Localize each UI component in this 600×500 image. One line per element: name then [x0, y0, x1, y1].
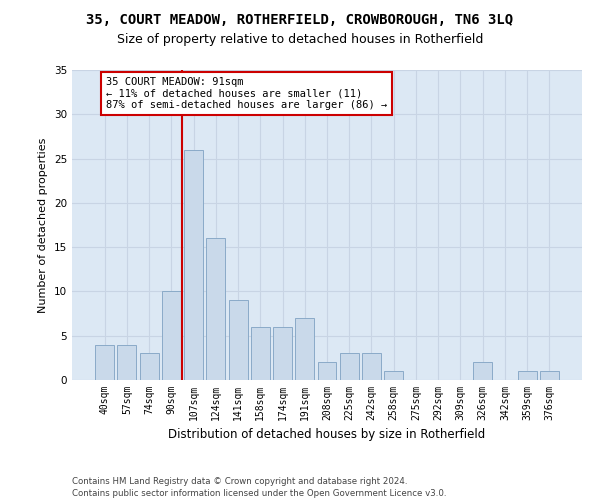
Text: Contains HM Land Registry data © Crown copyright and database right 2024.: Contains HM Land Registry data © Crown c… — [72, 478, 407, 486]
Bar — [362, 354, 381, 380]
Bar — [184, 150, 203, 380]
Bar — [295, 318, 314, 380]
Bar — [162, 292, 181, 380]
Text: Contains public sector information licensed under the Open Government Licence v3: Contains public sector information licen… — [72, 489, 446, 498]
Text: Size of property relative to detached houses in Rotherfield: Size of property relative to detached ho… — [117, 32, 483, 46]
Y-axis label: Number of detached properties: Number of detached properties — [38, 138, 49, 312]
Bar — [229, 300, 248, 380]
Bar — [140, 354, 158, 380]
Bar — [95, 344, 114, 380]
Bar — [317, 362, 337, 380]
Bar — [273, 327, 292, 380]
Bar — [518, 371, 536, 380]
Bar — [540, 371, 559, 380]
X-axis label: Distribution of detached houses by size in Rotherfield: Distribution of detached houses by size … — [169, 428, 485, 442]
Text: 35 COURT MEADOW: 91sqm
← 11% of detached houses are smaller (11)
87% of semi-det: 35 COURT MEADOW: 91sqm ← 11% of detached… — [106, 77, 387, 110]
Bar — [118, 344, 136, 380]
Bar — [206, 238, 225, 380]
Text: 35, COURT MEADOW, ROTHERFIELD, CROWBOROUGH, TN6 3LQ: 35, COURT MEADOW, ROTHERFIELD, CROWBOROU… — [86, 12, 514, 26]
Bar — [251, 327, 270, 380]
Bar — [384, 371, 403, 380]
Bar — [473, 362, 492, 380]
Bar — [340, 354, 359, 380]
